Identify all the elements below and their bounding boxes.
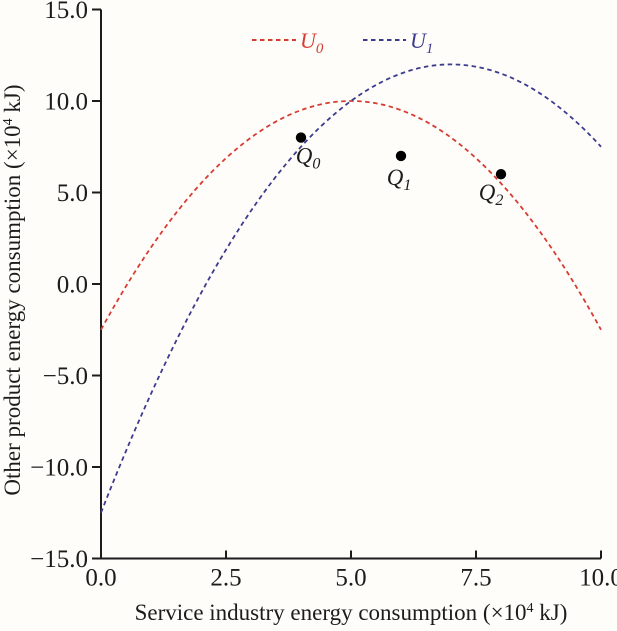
y-axis-tick-label: −10.0: [30, 455, 88, 482]
legend-item-u1: U1: [363, 28, 433, 57]
point-label-q1: Q1: [387, 165, 412, 194]
x-axis-tick-label: 10.0: [579, 565, 617, 592]
point-label-q2: Q2: [479, 180, 504, 209]
curve-u0: [100, 100, 602, 331]
x-axis-tick-label: 7.5: [460, 565, 491, 592]
legend-label-u1: U1: [410, 28, 433, 57]
y-axis-tick-label: −5.0: [43, 363, 88, 390]
legend-label-u0: U0: [300, 28, 324, 57]
point-q2: [495, 169, 507, 180]
x-axis-title: Service industry energy consumption (×10…: [135, 600, 568, 625]
legend-item-u0: U0: [252, 28, 324, 57]
x-axis-tick-label: 5.0: [335, 565, 366, 592]
y-axis-tick-label: 0.0: [57, 272, 88, 299]
y-axis-tick-label: 10.0: [44, 89, 88, 116]
point-q0: [295, 132, 307, 143]
x-axis-tick-label: 0.0: [85, 565, 116, 592]
y-axis-title: Other product energy consumption (×104 k…: [0, 84, 25, 495]
y-axis-tick-label: −15.0: [30, 546, 88, 573]
x-axis-tick-label: 2.5: [210, 565, 241, 592]
point-label-q0: Q0: [296, 144, 321, 173]
point-q1: [395, 150, 407, 162]
y-axis-tick-label: 15.0: [44, 0, 88, 24]
y-axis-tick-label: 5.0: [57, 180, 88, 207]
